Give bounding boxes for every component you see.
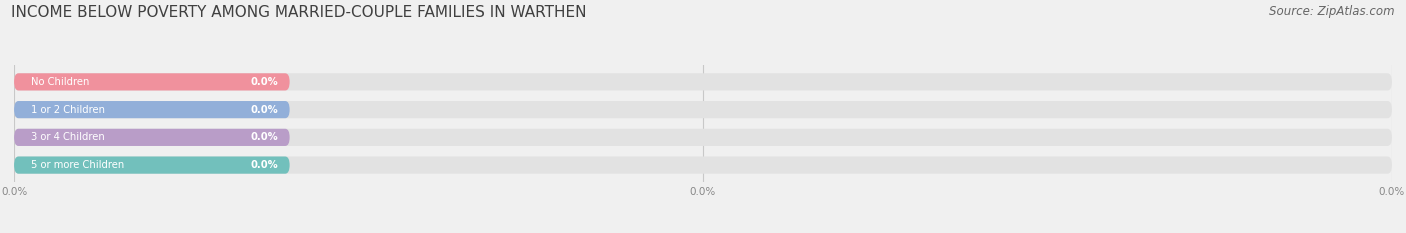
FancyBboxPatch shape xyxy=(14,157,290,174)
Text: 1 or 2 Children: 1 or 2 Children xyxy=(31,105,104,115)
Text: INCOME BELOW POVERTY AMONG MARRIED-COUPLE FAMILIES IN WARTHEN: INCOME BELOW POVERTY AMONG MARRIED-COUPL… xyxy=(11,5,586,20)
Text: 0.0%: 0.0% xyxy=(250,105,278,115)
Text: 5 or more Children: 5 or more Children xyxy=(31,160,124,170)
FancyBboxPatch shape xyxy=(14,157,1392,174)
FancyBboxPatch shape xyxy=(14,129,290,146)
Text: 0.0%: 0.0% xyxy=(250,160,278,170)
Text: 0.0%: 0.0% xyxy=(250,132,278,142)
Text: Source: ZipAtlas.com: Source: ZipAtlas.com xyxy=(1270,5,1395,18)
Text: 3 or 4 Children: 3 or 4 Children xyxy=(31,132,104,142)
FancyBboxPatch shape xyxy=(14,129,1392,146)
FancyBboxPatch shape xyxy=(14,101,290,118)
FancyBboxPatch shape xyxy=(14,73,1392,90)
FancyBboxPatch shape xyxy=(14,101,1392,118)
FancyBboxPatch shape xyxy=(14,73,290,90)
Text: No Children: No Children xyxy=(31,77,89,87)
Text: 0.0%: 0.0% xyxy=(250,77,278,87)
